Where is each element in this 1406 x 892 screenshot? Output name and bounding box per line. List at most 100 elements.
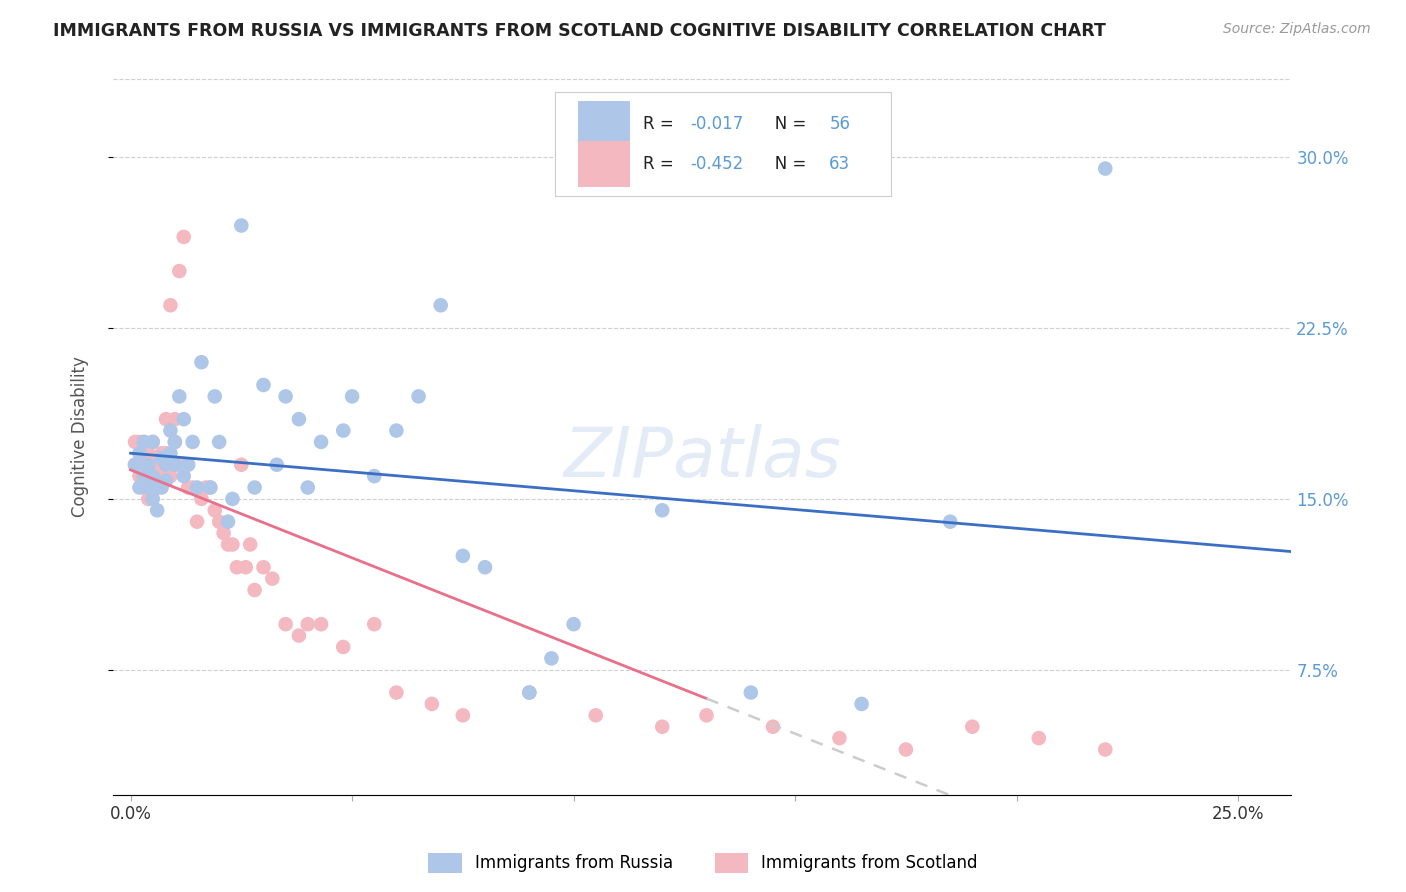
Point [150,481,173,495]
Point [146,481,169,495]
Point [124,458,146,472]
Point [186,515,208,529]
Point [274,617,297,632]
Text: 56: 56 [830,115,851,133]
Point [132,469,155,483]
Point [217,515,239,529]
Point [186,481,208,495]
Point [243,582,266,597]
Point [181,481,204,495]
Point [939,515,962,529]
Point [146,503,169,517]
Point [204,503,226,517]
Point [385,685,408,699]
Point [540,651,562,665]
Point [150,450,173,465]
Point [190,491,212,506]
Point [169,458,191,472]
Point [1094,161,1116,176]
Point [585,708,607,723]
Point [132,458,155,472]
Point [163,434,186,449]
Point [562,617,585,632]
Point [517,685,540,699]
Text: Source: ZipAtlas.com: Source: ZipAtlas.com [1223,22,1371,37]
Point [150,446,173,460]
Text: -0.017: -0.017 [690,115,744,133]
Point [142,434,165,449]
Point [159,424,181,438]
Point [200,481,222,495]
Text: N =: N = [759,115,811,133]
Point [851,697,873,711]
Point [288,412,311,426]
Point [208,515,231,529]
Point [194,481,217,495]
Point [231,219,253,233]
Point [225,560,247,574]
Point [332,424,354,438]
Point [146,481,169,495]
Point [169,264,191,278]
Point [124,458,146,472]
Point [274,389,297,403]
Point [252,560,274,574]
Point [163,458,186,472]
Point [155,446,177,460]
Point [1094,742,1116,756]
Point [212,526,235,541]
Point [142,469,165,483]
Point [1028,731,1050,745]
Point [177,458,200,472]
Point [243,481,266,495]
Point [142,491,165,506]
Point [297,481,319,495]
Text: R =: R = [643,154,679,172]
Point [204,389,226,403]
Point [124,434,146,449]
Point [221,537,243,551]
Point [474,560,496,574]
Point [266,458,288,472]
Point [155,412,177,426]
Point [150,469,173,483]
Point [332,640,354,654]
Point [132,434,155,449]
FancyBboxPatch shape [555,92,890,196]
Point [451,549,474,563]
Point [173,412,195,426]
Point [651,720,673,734]
Point [169,389,191,403]
Point [136,491,159,506]
Point [651,503,673,517]
Y-axis label: Cognitive Disability: Cognitive Disability [72,356,89,516]
Text: -0.452: -0.452 [690,154,744,172]
Point [142,481,165,495]
Point [128,446,150,460]
Point [363,469,385,483]
FancyBboxPatch shape [578,101,630,147]
Point [420,697,443,711]
Point [451,708,474,723]
Text: 63: 63 [830,154,851,172]
Point [163,412,186,426]
Point [297,617,319,632]
Point [962,720,984,734]
Point [363,617,385,632]
Point [239,537,262,551]
Point [235,560,257,574]
Point [221,491,243,506]
Point [340,389,363,403]
Point [309,617,332,632]
Point [408,389,430,403]
Text: N =: N = [759,154,811,172]
Point [177,481,200,495]
Point [429,298,451,312]
Point [128,434,150,449]
Point [132,434,155,449]
Text: IMMIGRANTS FROM RUSSIA VS IMMIGRANTS FROM SCOTLAND COGNITIVE DISABILITY CORRELAT: IMMIGRANTS FROM RUSSIA VS IMMIGRANTS FRO… [53,22,1107,40]
Point [740,685,762,699]
Point [155,458,177,472]
Point [696,708,718,723]
Point [163,434,186,449]
